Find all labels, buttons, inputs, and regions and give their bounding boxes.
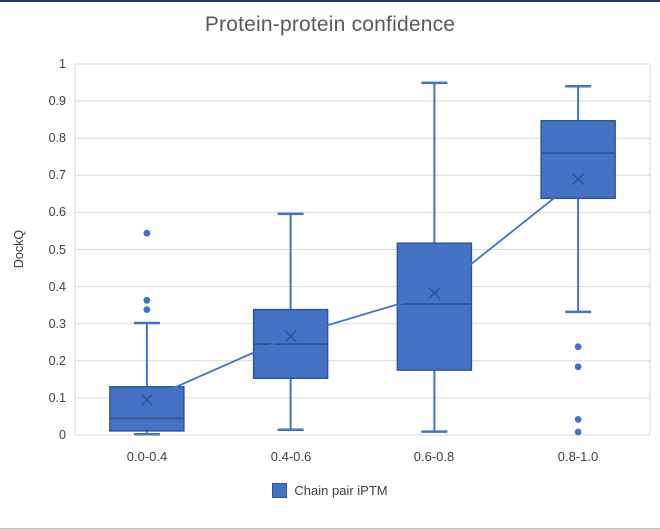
- y-tick-label: 0: [59, 428, 66, 442]
- outlier-dot: [574, 416, 582, 423]
- outlier-dot: [574, 363, 582, 371]
- legend-label: Chain pair iPTM: [294, 483, 388, 498]
- outlier-dot: [574, 343, 582, 351]
- y-tick-label: 0.7: [48, 168, 66, 182]
- x-tick-label: 0.8-1.0: [557, 449, 599, 464]
- y-tick-label: 0.2: [48, 354, 66, 368]
- y-tick-label: 0.9: [48, 94, 66, 108]
- chart-title: Protein-protein confidence: [204, 13, 456, 36]
- x-tick-label: 0.4-0.6: [270, 449, 312, 464]
- mean-x-marker: [572, 172, 585, 186]
- mean-x-marker: [284, 330, 297, 343]
- box: [109, 386, 185, 432]
- outlier-dot: [143, 229, 151, 237]
- y-tick-label: 0.3: [48, 317, 66, 331]
- y-tick-label: 0.5: [48, 243, 66, 257]
- x-tick-label: 0.6-0.8: [413, 449, 455, 464]
- x-tick-label: 0.0-0.4: [126, 449, 168, 464]
- legend-swatch-icon: [272, 483, 288, 498]
- y-tick-label: 0.6: [48, 205, 66, 219]
- box: [396, 242, 473, 371]
- y-axis-title: DockQ: [12, 229, 26, 269]
- box: [540, 120, 616, 200]
- y-tick-label: 0.1: [48, 391, 66, 405]
- y-tick-label: 0.4: [48, 280, 66, 294]
- outlier-dot: [143, 296, 151, 304]
- mean-x-marker: [428, 287, 441, 300]
- y-tick-label: 0.8: [48, 131, 66, 145]
- mean-connector-line: [146, 178, 579, 401]
- chart-legend: Chain pair iPTM: [0, 483, 660, 498]
- y-tick-label: 1: [59, 57, 66, 71]
- outlier-dot: [574, 428, 582, 436]
- outlier-dot: [143, 306, 151, 314]
- mean-x-marker: [140, 393, 153, 406]
